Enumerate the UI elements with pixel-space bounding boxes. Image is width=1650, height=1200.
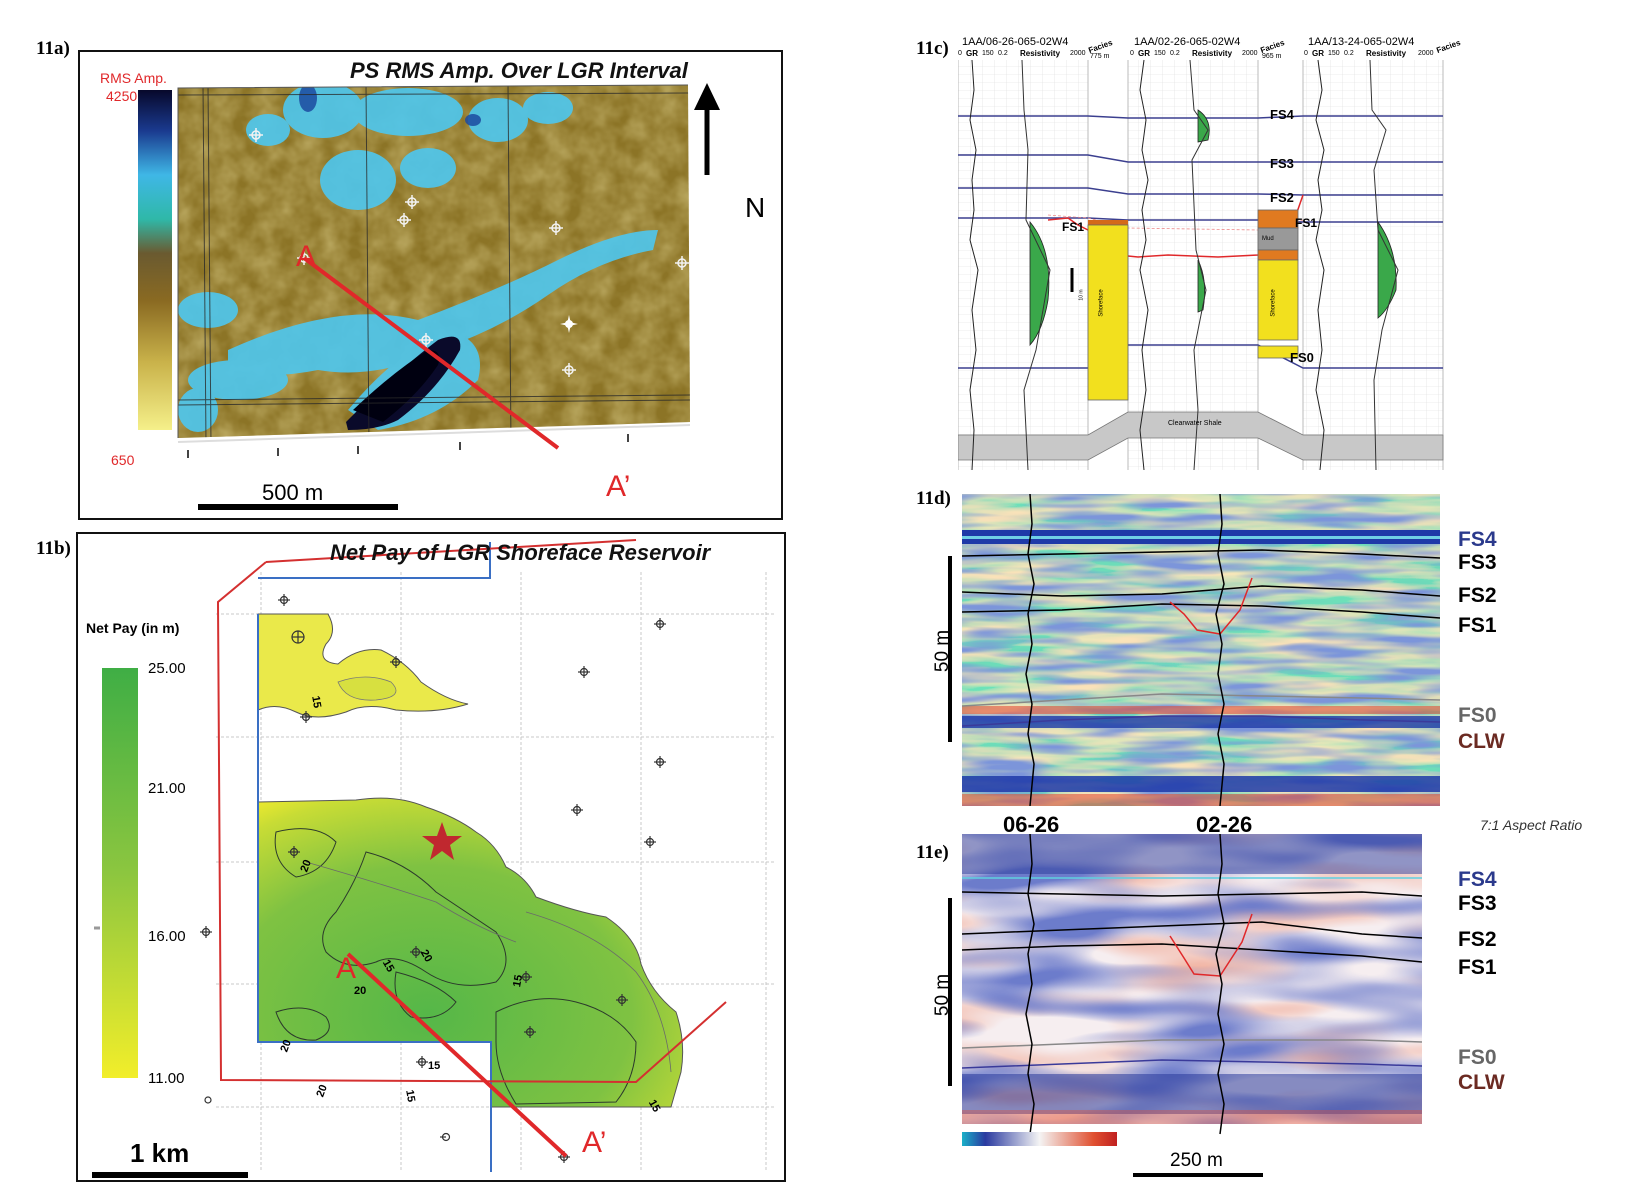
well-1-dist: 775 m (1090, 53, 1110, 60)
panel-a-title: PS RMS Amp. Over LGR Interval (350, 58, 688, 83)
surface-fs3-label: FS3 (1270, 156, 1294, 171)
well-1-res-max: 2000 (1070, 50, 1086, 57)
seismic-section-d (962, 494, 1440, 806)
panel-e-label: 11e) (916, 842, 949, 863)
panel-a-scale-bar (198, 504, 398, 510)
point-a-prime-label-b: A’ (582, 1126, 607, 1159)
panel-b-label: 11b) (36, 538, 71, 559)
well-1-gr-min: 0 (958, 50, 962, 57)
contour-label: 15 (511, 973, 526, 989)
amplitude-colorbar (962, 1132, 1117, 1146)
horizon-fs3-label: FS3 (1458, 551, 1497, 574)
horizon-fs2-label: FS2 (1458, 584, 1497, 607)
panel-b-map (94, 539, 776, 1172)
well-3-res: Resistivity (1366, 49, 1407, 58)
horizon-clw-label-e: CLW (1458, 1071, 1505, 1094)
netpay-colorbar (102, 668, 138, 1078)
rms-colorbar-min: 650 (111, 452, 135, 468)
well-1-gr: GR (966, 49, 978, 58)
horizon-fs2-label-e: FS2 (1458, 928, 1497, 951)
point-a-label: A (296, 240, 317, 273)
well-2-name: 1AA/02-26-065-02W4 (1134, 36, 1241, 48)
surface-fs0-label: FS0 (1290, 350, 1314, 365)
well-2-res-max: 2000 (1242, 50, 1258, 57)
facies-shoreface (1087, 224, 1129, 401)
facies-shoreface-label-2: Shoreface (1270, 289, 1277, 317)
contour-label: 20 (354, 985, 367, 997)
well-3-gr-min: 0 (1304, 50, 1308, 57)
panel-d-label: 11d) (916, 488, 951, 509)
well-3-gr-max: 150 (1328, 50, 1340, 57)
rms-colorbar (138, 90, 172, 430)
point-a-prime-label: A’ (606, 470, 631, 503)
surface-fs1-label-left: FS1 (1062, 220, 1085, 234)
horizon-fs0-label: FS0 (1458, 704, 1497, 727)
well-0226-label: 02-26 (1196, 812, 1253, 837)
contour-label: 15 (309, 694, 324, 710)
rms-colorbar-title: RMS Amp. (100, 70, 167, 86)
panel-a-scale-label: 500 m (262, 480, 324, 505)
contour-label: 15 (403, 1088, 418, 1104)
panel-b-title: Net Pay of LGR Shoreface Reservoir (330, 540, 711, 565)
horizon-fs1-label-e: FS1 (1458, 956, 1497, 979)
panel-b-scale-label: 1 km (130, 1138, 190, 1168)
horizon-fs0-label-e: FS0 (1458, 1046, 1497, 1069)
netpay-tick-25: 25.00 (148, 660, 186, 677)
horizon-clw-label: CLW (1458, 730, 1505, 753)
well-3-gr: GR (1312, 49, 1324, 58)
log-scale-label: 10 m (1078, 289, 1085, 301)
point-a-label-b: A (336, 952, 357, 985)
surface-fs2-label: FS2 (1270, 190, 1294, 205)
netpay-tick-16: 16.00 (148, 928, 186, 945)
north-label: N (745, 192, 766, 223)
rms-colorbar-max: 4250 (106, 88, 138, 104)
panel-b-scale-bar (92, 1172, 248, 1178)
clearwater-shale-label: Clearwater Shale (1168, 420, 1222, 427)
horizon-fs1-label: FS1 (1458, 614, 1497, 637)
panel-d-scale-label: 50 m (932, 629, 954, 673)
panel-e-hscale-label: 250 m (1170, 1150, 1223, 1171)
well-2-gr-min: 0 (1130, 50, 1134, 57)
panel-e-scale-bar (948, 898, 952, 1086)
well-1-name: 1AA/06-26-065-02W4 (962, 36, 1069, 48)
panel-d-scale-bar (948, 556, 952, 742)
well-1-res-min: 0.2 (998, 50, 1008, 57)
well-3-name: 1AA/13-24-065-02W4 (1308, 36, 1415, 48)
panel-a-map (138, 83, 720, 458)
well-3-res-min: 0.2 (1344, 50, 1354, 57)
well-2-gr: GR (1138, 49, 1150, 58)
facies-mud-label: Mud (1262, 236, 1274, 242)
panel-c-label: 11c) (916, 38, 949, 59)
well-0626-label: 06-26 (1003, 812, 1060, 837)
star-icon (422, 822, 462, 860)
seismic-section-e (962, 834, 1422, 1146)
well-1-res: Resistivity (1020, 49, 1061, 58)
well-2-dist: 965 m (1262, 53, 1282, 60)
netpay-tick-11: 11.00 (148, 1070, 185, 1087)
well-3-res-max: 2000 (1418, 50, 1434, 57)
surface-fs1-label-right: FS1 (1295, 216, 1318, 230)
panel-e-hscale-bar (1133, 1173, 1263, 1177)
panel-a-label: 11a) (36, 38, 70, 59)
section-line-b (346, 952, 568, 1158)
well-log-section (958, 59, 1444, 470)
section-line-a (302, 256, 560, 450)
netpay-colorbar-title: Net Pay (in m) (86, 620, 180, 636)
surface-fs4-label: FS4 (1270, 107, 1294, 122)
facies-shoreface-label: Shoreface (1098, 289, 1105, 317)
panel-e-scale-label: 50 m (932, 973, 954, 1017)
netpay-tick-21: 21.00 (148, 780, 186, 797)
horizon-fs3-label-e: FS3 (1458, 892, 1497, 915)
well-2-res-min: 0.2 (1170, 50, 1180, 57)
horizon-fs4-label-e: FS4 (1458, 868, 1497, 891)
horizon-fs4-label: FS4 (1458, 528, 1497, 551)
well-1-gr-max: 150 (982, 50, 994, 57)
well-2-res: Resistivity (1192, 49, 1233, 58)
aspect-ratio-label: 7:1 Aspect Ratio (1480, 817, 1583, 833)
contour-label: 15 (428, 1060, 441, 1072)
well-2-gr-max: 150 (1154, 50, 1166, 57)
